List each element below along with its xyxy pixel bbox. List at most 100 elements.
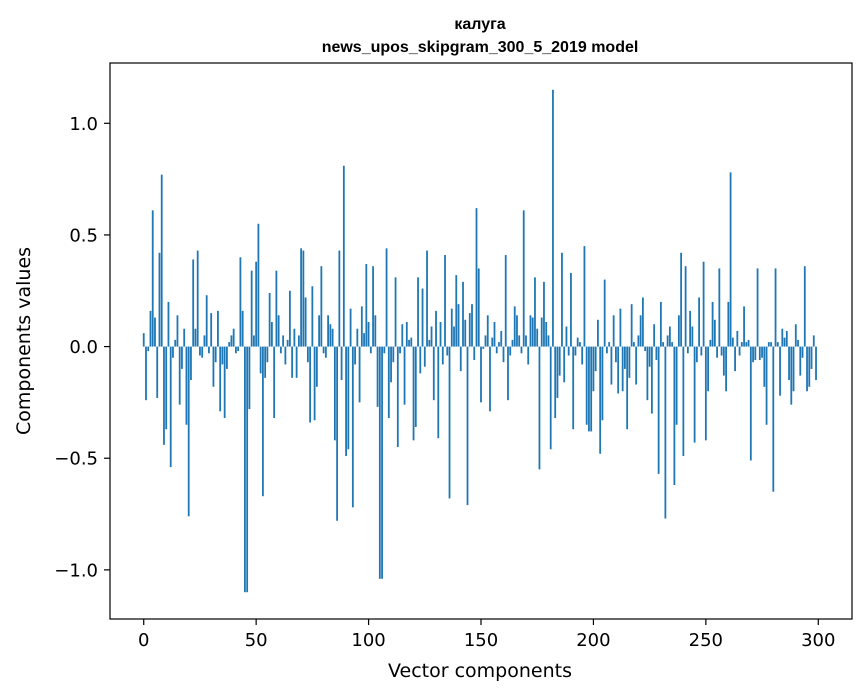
bar	[340, 346, 343, 381]
bar	[457, 304, 460, 347]
bar	[390, 346, 392, 383]
bar	[300, 248, 303, 347]
chart-subtitle: news_upos_skipgram_300_5_2019 model	[322, 39, 639, 56]
bar	[201, 346, 204, 358]
bar	[561, 252, 563, 347]
bar	[684, 266, 687, 347]
bar	[543, 281, 545, 347]
bar	[774, 268, 777, 347]
bar	[264, 346, 267, 378]
bar	[142, 333, 145, 347]
bar	[381, 346, 383, 579]
bar	[419, 346, 422, 374]
bar	[241, 310, 244, 347]
bar	[279, 346, 282, 354]
bar	[698, 297, 700, 347]
bar	[439, 322, 442, 347]
bar	[664, 346, 667, 519]
bar	[743, 306, 745, 347]
bar	[797, 339, 799, 347]
bar	[765, 346, 768, 425]
bar	[324, 346, 327, 358]
bar	[491, 337, 494, 347]
bar	[666, 335, 669, 347]
bar	[212, 346, 215, 387]
bar	[257, 223, 260, 347]
bar	[259, 346, 262, 374]
bar	[176, 315, 179, 347]
bar	[633, 342, 635, 347]
bar	[484, 335, 487, 347]
bar	[160, 174, 163, 347]
bar	[437, 346, 440, 439]
bar	[333, 346, 336, 441]
bar	[709, 339, 712, 347]
bar	[412, 346, 415, 441]
bar	[588, 346, 590, 432]
bar	[473, 346, 476, 360]
bar	[650, 346, 653, 414]
bar	[673, 346, 676, 486]
bar	[244, 346, 246, 593]
bar	[754, 346, 757, 360]
bar	[527, 346, 530, 365]
bar	[772, 346, 775, 492]
bar	[408, 339, 410, 347]
bar	[655, 346, 658, 360]
bar	[545, 322, 548, 347]
bar	[208, 346, 210, 354]
bar	[704, 346, 707, 441]
bar	[313, 346, 316, 421]
bar	[329, 324, 332, 347]
bar	[291, 346, 294, 378]
bar-series	[142, 89, 817, 593]
bar	[421, 288, 424, 347]
bar	[639, 315, 642, 347]
bar	[540, 317, 543, 347]
bar	[716, 346, 718, 358]
bar	[167, 301, 170, 347]
bar	[262, 346, 264, 497]
bar	[599, 346, 602, 454]
bar	[509, 346, 512, 356]
bar	[552, 89, 554, 347]
bar	[729, 172, 732, 347]
bar	[172, 346, 174, 358]
bar	[493, 322, 496, 347]
bar	[482, 346, 485, 349]
y-tick-label: 0.5	[69, 225, 98, 246]
bar	[376, 346, 379, 407]
bar	[648, 346, 651, 367]
bar	[248, 346, 251, 410]
bar	[428, 339, 431, 347]
bar	[185, 346, 188, 425]
bar	[232, 328, 235, 347]
bar	[304, 297, 307, 347]
y-tick-label: 0.0	[69, 337, 98, 358]
bar	[677, 315, 680, 347]
bar	[747, 339, 750, 347]
x-tick-label: 200	[576, 630, 610, 651]
bar	[210, 313, 213, 347]
bar	[693, 346, 696, 443]
bar	[203, 335, 206, 347]
bar	[480, 346, 482, 403]
bar	[554, 346, 557, 419]
bar	[536, 328, 539, 347]
bar	[187, 346, 190, 517]
bar	[358, 346, 361, 403]
bar	[228, 342, 231, 347]
bar	[601, 346, 604, 421]
bar	[414, 346, 417, 427]
bar	[154, 317, 156, 347]
bar	[612, 315, 615, 347]
bar	[682, 346, 685, 456]
bar	[235, 346, 237, 354]
bar	[169, 346, 172, 468]
bar	[538, 346, 541, 470]
bar	[691, 326, 694, 347]
bar	[752, 346, 754, 363]
bar	[574, 346, 577, 356]
bar	[410, 337, 413, 347]
